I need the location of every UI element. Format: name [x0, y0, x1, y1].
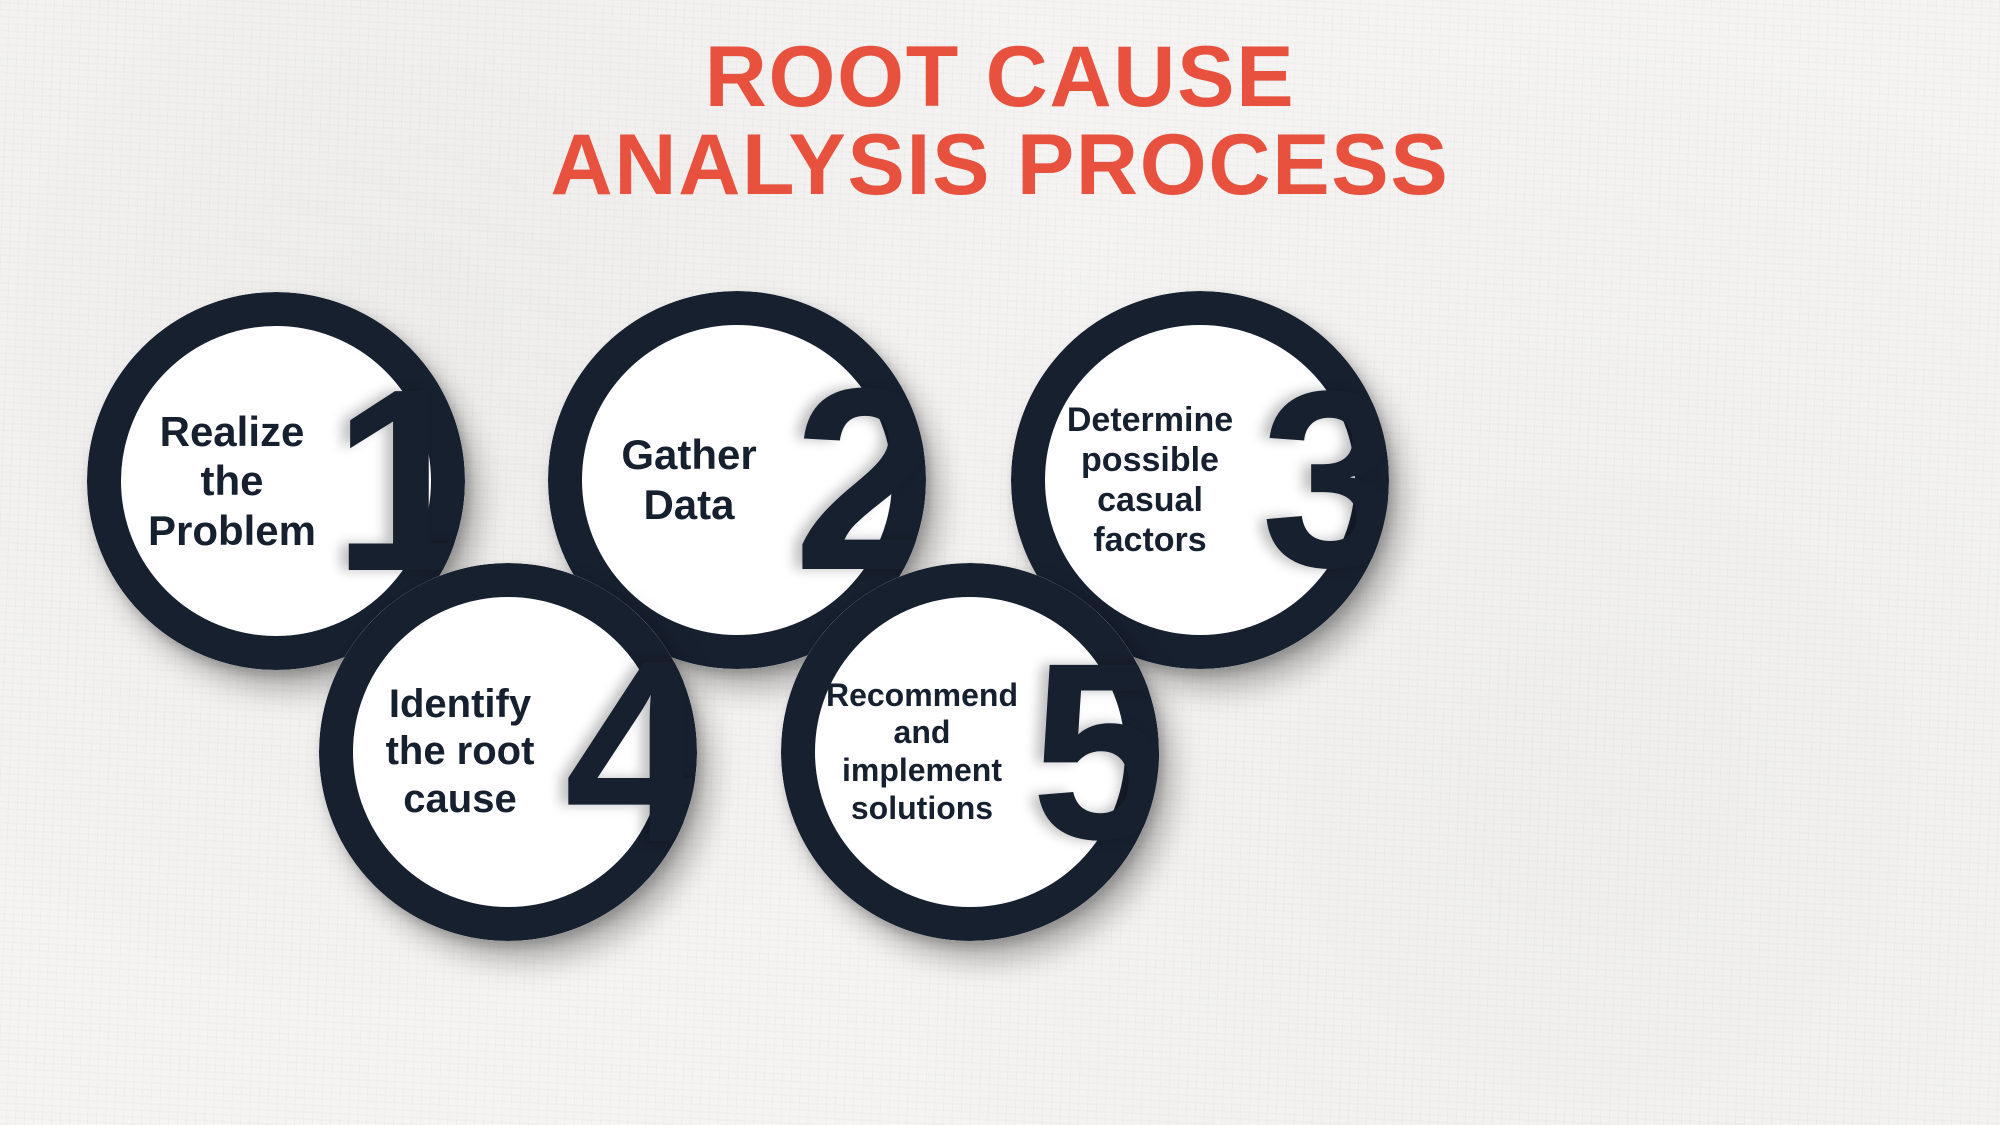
node-number: 5	[1031, 651, 1159, 853]
node-number: 1	[332, 377, 465, 585]
diagram-stage: 1Realize the Problem 2 Gather Data 3Determi…	[0, 0, 2000, 1125]
node-number: 3	[1261, 379, 1389, 581]
node-label: Realize the Problem	[148, 407, 316, 556]
process-node-step-1: 1Realize the Problem	[87, 292, 465, 670]
node-number: 2	[793, 376, 926, 584]
node-label: Recommend and implement solutions	[826, 677, 1018, 828]
node-label: Identify the root cause	[386, 681, 535, 823]
node-label: Gather Data	[621, 430, 756, 529]
node-number: 4	[564, 648, 697, 856]
node-label: Determine possible casual factors	[1067, 400, 1233, 560]
